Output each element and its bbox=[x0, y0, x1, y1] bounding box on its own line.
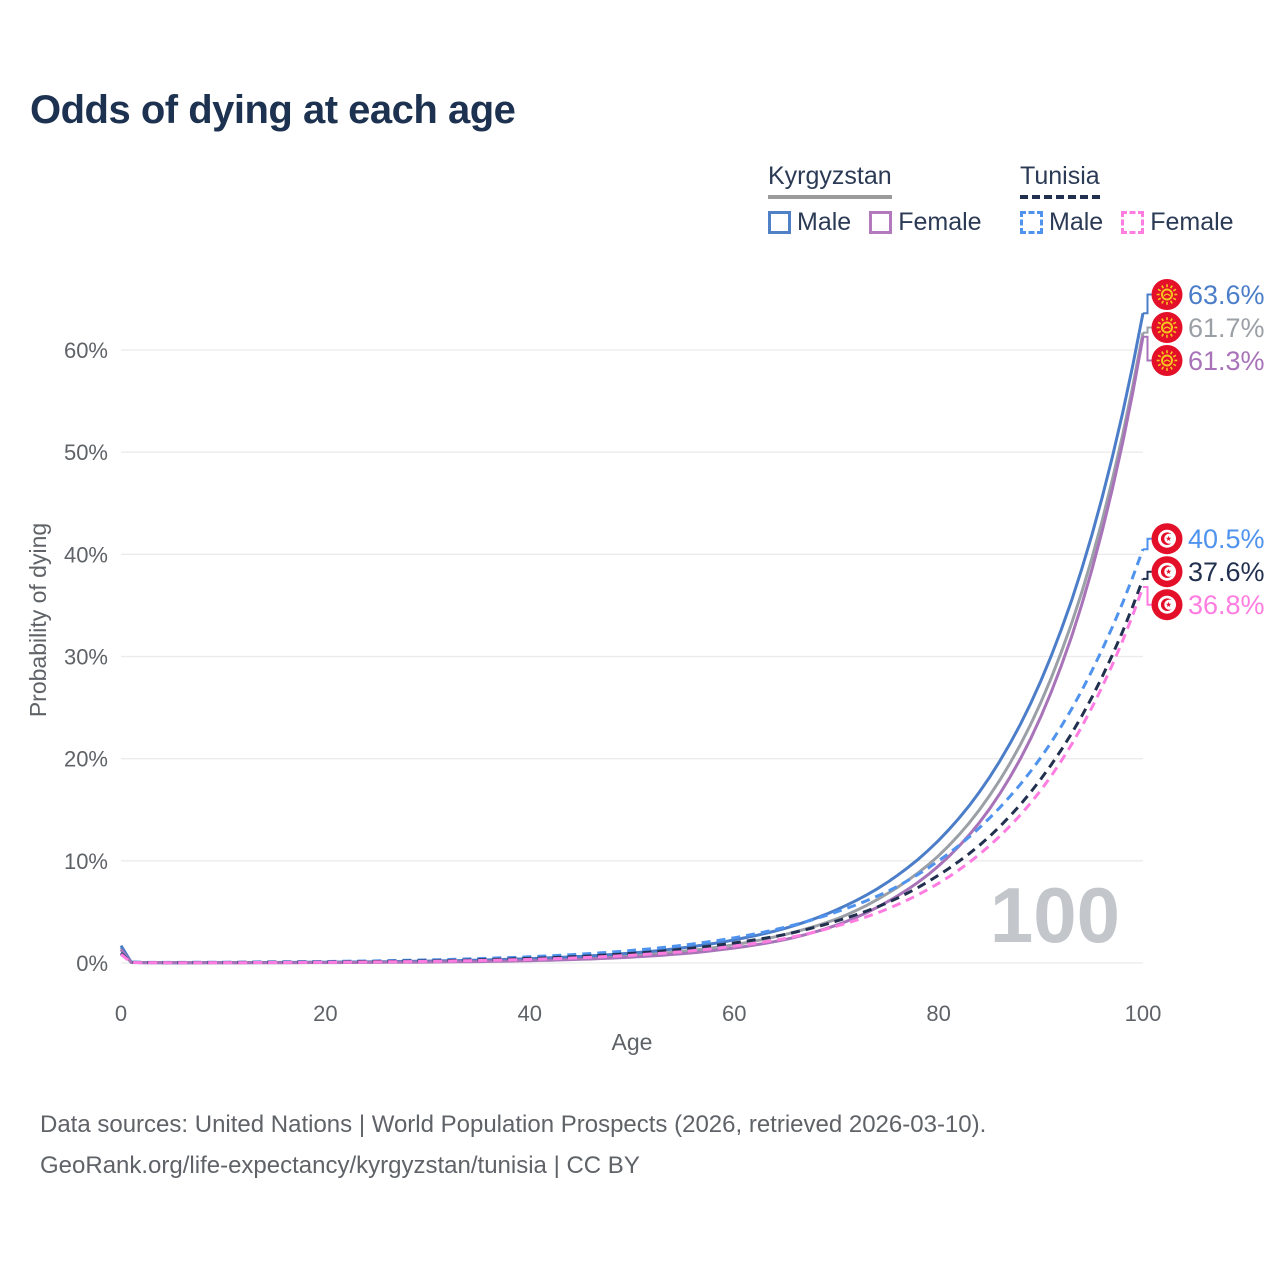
y-tick-label-30%: 30% bbox=[64, 645, 108, 670]
x-axis-title: Age bbox=[612, 1029, 653, 1055]
flag-kyrgyzstan-icon bbox=[1151, 312, 1183, 343]
watermark-age-100: 100 bbox=[990, 871, 1120, 959]
page-title: Odds of dying at each age bbox=[30, 88, 516, 132]
line-tunisia-male bbox=[119, 548, 1145, 964]
end-label-kyrgyzstan-both-sexes: 61.7% bbox=[1188, 313, 1265, 343]
line-kyrgyzstan-both-sexes bbox=[119, 332, 1145, 965]
legend-label-tunisia-male: Male bbox=[1049, 208, 1104, 236]
legend-label-kyrgyzstan-male: Male bbox=[797, 208, 852, 236]
y-axis-title: Probability of dying bbox=[25, 523, 51, 717]
y-tick-label-20%: 20% bbox=[64, 747, 108, 772]
y-tick-label-0%: 0% bbox=[76, 951, 108, 976]
y-tick-label-50%: 50% bbox=[64, 440, 108, 465]
legend-label-kyrgyzstan-female: Female bbox=[898, 208, 982, 236]
end-label-tunisia-female: 36.8% bbox=[1188, 590, 1265, 620]
x-tick-label-100: 100 bbox=[1125, 1001, 1162, 1026]
label-connector bbox=[1143, 335, 1152, 362]
x-tick-label-0: 0 bbox=[115, 1001, 127, 1026]
end-label-tunisia-male: 40.5% bbox=[1188, 524, 1265, 554]
flag-tunisia-icon bbox=[1151, 589, 1183, 621]
flag-kyrgyzstan-icon bbox=[1151, 345, 1183, 376]
label-connector bbox=[1143, 293, 1152, 315]
line-kyrgyzstan-male bbox=[119, 312, 1145, 965]
x-tick-label-20: 20 bbox=[313, 1001, 337, 1026]
line-tunisia-female bbox=[120, 586, 1145, 965]
x-tick-label-60: 60 bbox=[722, 1001, 746, 1026]
legend-country-kyrgyzstan: Kyrgyzstan bbox=[768, 162, 892, 199]
footer: Data sources: United Nations | World Pop… bbox=[40, 1104, 986, 1186]
x-tick-label-80: 80 bbox=[926, 1001, 950, 1026]
end-label-tunisia-both-sexes: 37.6% bbox=[1188, 557, 1265, 587]
label-connector bbox=[1143, 586, 1152, 606]
legend-swatch-tunisia-female-icon bbox=[1121, 211, 1145, 234]
legend-swatch-kyrgyzstan-male-icon bbox=[768, 211, 791, 234]
flag-kyrgyzstan-icon bbox=[1151, 279, 1183, 310]
footer-attribution: GeoRank.org/life-expectancy/kyrgyzstan/t… bbox=[40, 1152, 640, 1179]
line-kyrgyzstan-female bbox=[119, 336, 1145, 965]
end-label-kyrgyzstan-female: 61.3% bbox=[1188, 346, 1265, 376]
legend-group-kyrgyzstan: Kyrgyzstan Male Female bbox=[768, 162, 982, 237]
legend-country-tunisia: Tunisia bbox=[1020, 162, 1100, 199]
label-connector bbox=[1143, 326, 1152, 334]
y-tick-label-40%: 40% bbox=[64, 542, 108, 567]
legend-label-tunisia-female: Female bbox=[1150, 208, 1234, 236]
legend-items-tunisia: Male Female bbox=[1020, 208, 1234, 237]
legend-swatch-kyrgyzstan-female-icon bbox=[869, 211, 893, 234]
x-tick-label-40: 40 bbox=[518, 1001, 542, 1026]
footer-data-sources: Data sources: United Nations | World Pop… bbox=[40, 1111, 987, 1138]
flag-tunisia-icon bbox=[1151, 556, 1183, 588]
end-label-kyrgyzstan-male: 63.6% bbox=[1188, 280, 1265, 310]
y-tick-label-60%: 60% bbox=[64, 338, 108, 363]
legend-group-tunisia: Tunisia Male Female bbox=[1020, 162, 1234, 237]
legend-swatch-tunisia-male-icon bbox=[1020, 211, 1043, 234]
label-connector bbox=[1143, 537, 1152, 551]
legend-items-kyrgyzstan: Male Female bbox=[768, 208, 982, 237]
label-connector bbox=[1143, 570, 1152, 580]
flag-tunisia-icon bbox=[1151, 523, 1183, 555]
y-tick-label-10%: 10% bbox=[64, 849, 108, 874]
